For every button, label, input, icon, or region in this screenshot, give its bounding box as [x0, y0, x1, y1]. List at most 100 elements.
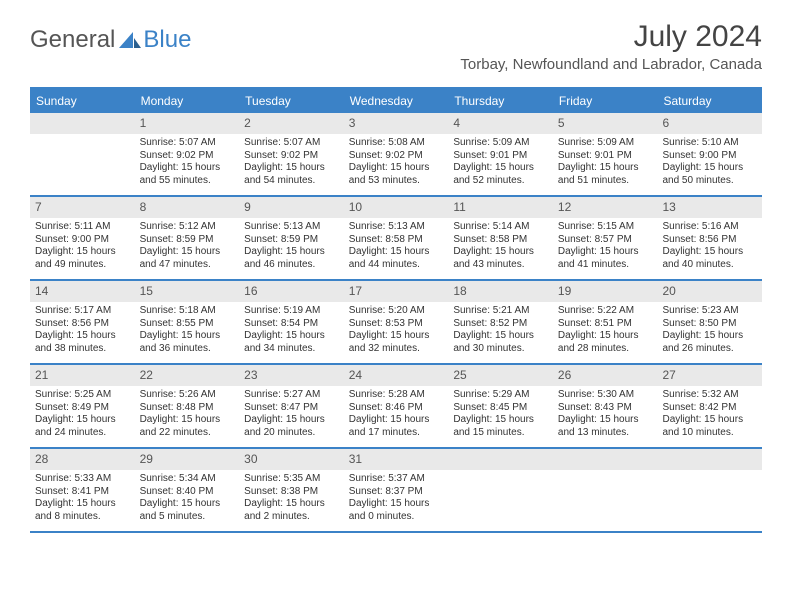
day-cell: 20Sunrise: 5:23 AMSunset: 8:50 PMDayligh… [657, 281, 762, 363]
sunrise: Sunrise: 5:19 AM [244, 305, 339, 318]
header: General Blue July 2024 Torbay, Newfoundl… [0, 0, 792, 79]
sunset: Sunset: 8:55 PM [140, 318, 235, 331]
day-number: 23 [239, 365, 344, 386]
daylight: Daylight: 15 hours and 46 minutes. [244, 246, 339, 271]
day-cell: 7Sunrise: 5:11 AMSunset: 9:00 PMDaylight… [30, 197, 135, 279]
day-number: 26 [553, 365, 658, 386]
day-header: Friday [553, 89, 658, 113]
sunset: Sunset: 8:47 PM [244, 402, 339, 415]
sunrise: Sunrise: 5:14 AM [453, 221, 548, 234]
day-header-row: Sunday Monday Tuesday Wednesday Thursday… [30, 89, 762, 113]
sunrise: Sunrise: 5:12 AM [140, 221, 235, 234]
day-cell [30, 113, 135, 195]
sunset: Sunset: 8:57 PM [558, 234, 653, 247]
day-cell: 6Sunrise: 5:10 AMSunset: 9:00 PMDaylight… [657, 113, 762, 195]
day-header: Sunday [30, 89, 135, 113]
empty-day-header [553, 449, 658, 470]
sunset: Sunset: 8:50 PM [662, 318, 757, 331]
day-text: Sunrise: 5:25 AMSunset: 8:49 PMDaylight:… [30, 386, 135, 444]
day-cell: 16Sunrise: 5:19 AMSunset: 8:54 PMDayligh… [239, 281, 344, 363]
day-cell: 3Sunrise: 5:08 AMSunset: 9:02 PMDaylight… [344, 113, 449, 195]
day-number: 12 [553, 197, 658, 218]
day-number: 1 [135, 113, 240, 134]
daylight: Daylight: 15 hours and 54 minutes. [244, 162, 339, 187]
day-text: Sunrise: 5:07 AMSunset: 9:02 PMDaylight:… [239, 134, 344, 192]
daylight: Daylight: 15 hours and 15 minutes. [453, 414, 548, 439]
sunset: Sunset: 8:56 PM [662, 234, 757, 247]
daylight: Daylight: 15 hours and 30 minutes. [453, 330, 548, 355]
sunrise: Sunrise: 5:26 AM [140, 389, 235, 402]
day-number: 18 [448, 281, 553, 302]
day-number: 21 [30, 365, 135, 386]
daylight: Daylight: 15 hours and 5 minutes. [140, 498, 235, 523]
day-text: Sunrise: 5:29 AMSunset: 8:45 PMDaylight:… [448, 386, 553, 444]
day-number: 14 [30, 281, 135, 302]
day-cell: 18Sunrise: 5:21 AMSunset: 8:52 PMDayligh… [448, 281, 553, 363]
sunset: Sunset: 8:58 PM [453, 234, 548, 247]
day-cell: 25Sunrise: 5:29 AMSunset: 8:45 PMDayligh… [448, 365, 553, 447]
day-number: 28 [30, 449, 135, 470]
sunrise: Sunrise: 5:17 AM [35, 305, 130, 318]
sunrise: Sunrise: 5:35 AM [244, 473, 339, 486]
sunset: Sunset: 9:00 PM [35, 234, 130, 247]
day-text: Sunrise: 5:11 AMSunset: 9:00 PMDaylight:… [30, 218, 135, 276]
day-number: 19 [553, 281, 658, 302]
daylight: Daylight: 15 hours and 51 minutes. [558, 162, 653, 187]
day-number: 20 [657, 281, 762, 302]
daylight: Daylight: 15 hours and 52 minutes. [453, 162, 548, 187]
week-row: 28Sunrise: 5:33 AMSunset: 8:41 PMDayligh… [30, 449, 762, 533]
day-text: Sunrise: 5:16 AMSunset: 8:56 PMDaylight:… [657, 218, 762, 276]
day-cell [448, 449, 553, 531]
sunset: Sunset: 8:37 PM [349, 486, 444, 499]
day-cell: 21Sunrise: 5:25 AMSunset: 8:49 PMDayligh… [30, 365, 135, 447]
day-text: Sunrise: 5:13 AMSunset: 8:58 PMDaylight:… [344, 218, 449, 276]
empty-day-header [448, 449, 553, 470]
sunset: Sunset: 8:46 PM [349, 402, 444, 415]
day-text: Sunrise: 5:30 AMSunset: 8:43 PMDaylight:… [553, 386, 658, 444]
day-cell: 24Sunrise: 5:28 AMSunset: 8:46 PMDayligh… [344, 365, 449, 447]
sunrise: Sunrise: 5:23 AM [662, 305, 757, 318]
sunrise: Sunrise: 5:13 AM [349, 221, 444, 234]
day-cell: 4Sunrise: 5:09 AMSunset: 9:01 PMDaylight… [448, 113, 553, 195]
sunset: Sunset: 8:59 PM [244, 234, 339, 247]
daylight: Daylight: 15 hours and 40 minutes. [662, 246, 757, 271]
day-text: Sunrise: 5:09 AMSunset: 9:01 PMDaylight:… [448, 134, 553, 192]
logo-text-2: Blue [143, 26, 191, 54]
sunrise: Sunrise: 5:09 AM [453, 137, 548, 150]
sunrise: Sunrise: 5:28 AM [349, 389, 444, 402]
day-cell: 12 Sunrise: 5:15 AMSunset: 8:57 PMDayligh… [553, 197, 658, 279]
sunset: Sunset: 9:00 PM [662, 150, 757, 163]
sunrise: Sunrise: 5:07 AM [140, 137, 235, 150]
daylight: Daylight: 15 hours and 34 minutes. [244, 330, 339, 355]
day-cell: 27Sunrise: 5:32 AMSunset: 8:42 PMDayligh… [657, 365, 762, 447]
sunrise: Sunrise: 5:08 AM [349, 137, 444, 150]
sunset: Sunset: 8:43 PM [558, 402, 653, 415]
day-text: Sunrise: 5:28 AMSunset: 8:46 PMDaylight:… [344, 386, 449, 444]
sunset: Sunset: 8:49 PM [35, 402, 130, 415]
day-number: 30 [239, 449, 344, 470]
sunrise: Sunrise: 5:20 AM [349, 305, 444, 318]
daylight: Daylight: 15 hours and 38 minutes. [35, 330, 130, 355]
day-number: 29 [135, 449, 240, 470]
daylight: Daylight: 15 hours and 53 minutes. [349, 162, 444, 187]
sunrise: Sunrise: 5:09 AM [558, 137, 653, 150]
daylight: Daylight: 15 hours and 24 minutes. [35, 414, 130, 439]
day-cell: 26Sunrise: 5:30 AMSunset: 8:43 PMDayligh… [553, 365, 658, 447]
sunset: Sunset: 8:59 PM [140, 234, 235, 247]
sunset: Sunset: 8:54 PM [244, 318, 339, 331]
sunrise: Sunrise: 5:25 AM [35, 389, 130, 402]
day-header: Thursday [448, 89, 553, 113]
sunset: Sunset: 9:02 PM [140, 150, 235, 163]
day-cell: 1Sunrise: 5:07 AMSunset: 9:02 PMDaylight… [135, 113, 240, 195]
sunset: Sunset: 8:52 PM [453, 318, 548, 331]
sunrise: Sunrise: 5:15 AM [558, 221, 653, 234]
day-text: Sunrise: 5:14 AMSunset: 8:58 PMDaylight:… [448, 218, 553, 276]
day-number: 31 [344, 449, 449, 470]
sunset: Sunset: 8:40 PM [140, 486, 235, 499]
sunrise: Sunrise: 5:22 AM [558, 305, 653, 318]
daylight: Daylight: 15 hours and 41 minutes. [558, 246, 653, 271]
daylight: Daylight: 15 hours and 50 minutes. [662, 162, 757, 187]
day-text: Sunrise: 5:33 AMSunset: 8:41 PMDaylight:… [30, 470, 135, 528]
day-number: 13 [657, 197, 762, 218]
day-number: 5 [553, 113, 658, 134]
